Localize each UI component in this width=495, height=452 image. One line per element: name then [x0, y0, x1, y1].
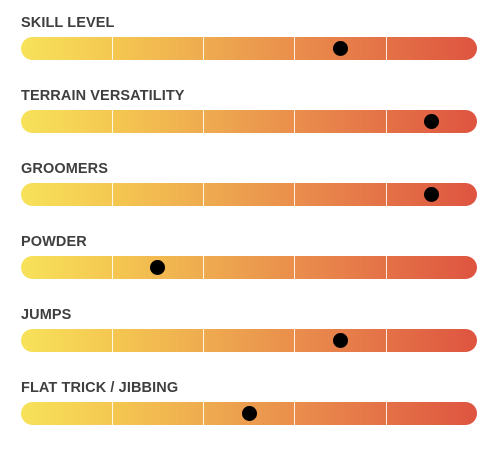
rating-bar — [21, 402, 477, 425]
segment-divider — [112, 402, 113, 425]
segment-divider — [203, 183, 204, 206]
segment-divider — [203, 256, 204, 279]
segment-divider — [294, 37, 295, 60]
segment-divider — [386, 183, 387, 206]
segment-divider — [112, 329, 113, 352]
segment-divider — [203, 402, 204, 425]
rating-row-powder: POWDER — [21, 233, 477, 306]
rating-label: POWDER — [21, 234, 87, 250]
segment-divider — [294, 402, 295, 425]
rating-marker — [241, 406, 257, 421]
segment-divider — [294, 256, 295, 279]
segment-divider — [203, 110, 204, 133]
rating-row-flat-trick-jibbing: FLAT TRICK / JIBBING — [21, 379, 477, 452]
rating-label: JUMPS — [21, 307, 72, 323]
segment-divider — [386, 256, 387, 279]
rating-marker — [150, 260, 166, 275]
segment-divider — [294, 329, 295, 352]
rating-row-terrain-versatility: TERRAIN VERSATILITY — [21, 87, 477, 160]
rating-label: SKILL LEVEL — [21, 15, 115, 31]
rating-row-skill-level: SKILL LEVEL — [21, 14, 477, 87]
segment-divider — [294, 110, 295, 133]
segment-divider — [294, 183, 295, 206]
rating-bar — [21, 110, 477, 133]
rating-bar — [21, 37, 477, 60]
segment-divider — [386, 402, 387, 425]
rating-row-jumps: JUMPS — [21, 306, 477, 379]
rating-label: TERRAIN VERSATILITY — [21, 88, 185, 104]
segment-divider — [112, 183, 113, 206]
rating-marker — [423, 114, 439, 129]
rating-bar — [21, 183, 477, 206]
rating-bar — [21, 329, 477, 352]
rating-marker — [332, 41, 348, 56]
segment-divider — [203, 329, 204, 352]
segment-divider — [386, 329, 387, 352]
rating-row-groomers: GROOMERS — [21, 160, 477, 233]
segment-divider — [112, 110, 113, 133]
segment-divider — [112, 256, 113, 279]
rating-list: SKILL LEVEL TERRAIN VERSATILITY GROOMERS — [21, 14, 477, 452]
rating-marker — [423, 187, 439, 202]
segment-divider — [386, 110, 387, 133]
rating-label: GROOMERS — [21, 161, 108, 177]
segment-divider — [203, 37, 204, 60]
rating-label: FLAT TRICK / JIBBING — [21, 380, 179, 396]
rating-bar — [21, 256, 477, 279]
rating-marker — [332, 333, 348, 348]
segment-divider — [386, 37, 387, 60]
segment-divider — [112, 37, 113, 60]
